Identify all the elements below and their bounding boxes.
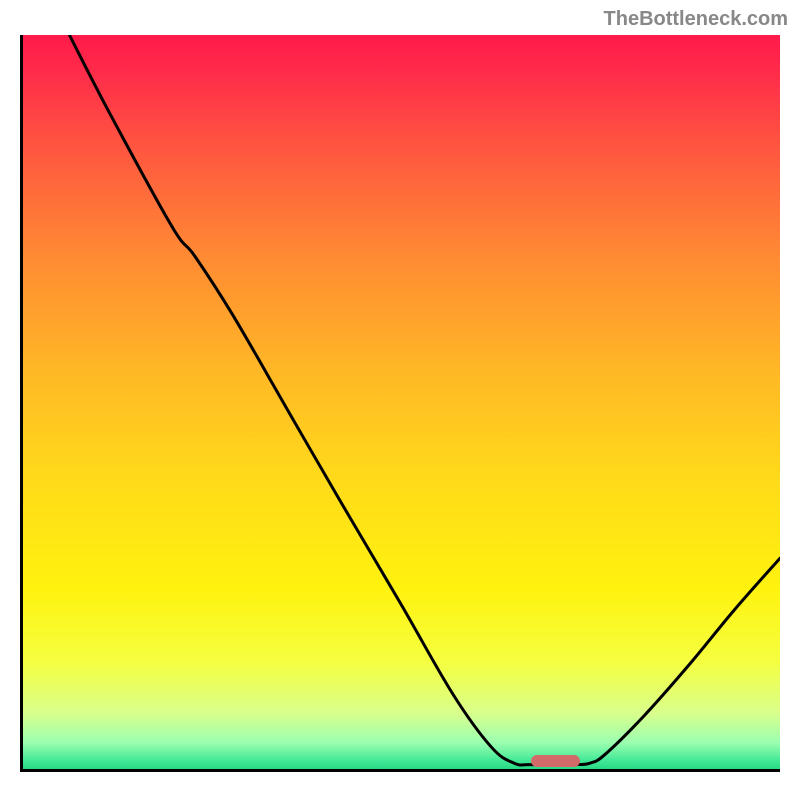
valley-marker bbox=[531, 755, 580, 767]
bottleneck-chart: TheBottleneck.com bbox=[0, 0, 800, 800]
plot-area bbox=[20, 35, 780, 772]
curve-line bbox=[20, 35, 780, 772]
watermark-text: TheBottleneck.com bbox=[604, 8, 788, 31]
